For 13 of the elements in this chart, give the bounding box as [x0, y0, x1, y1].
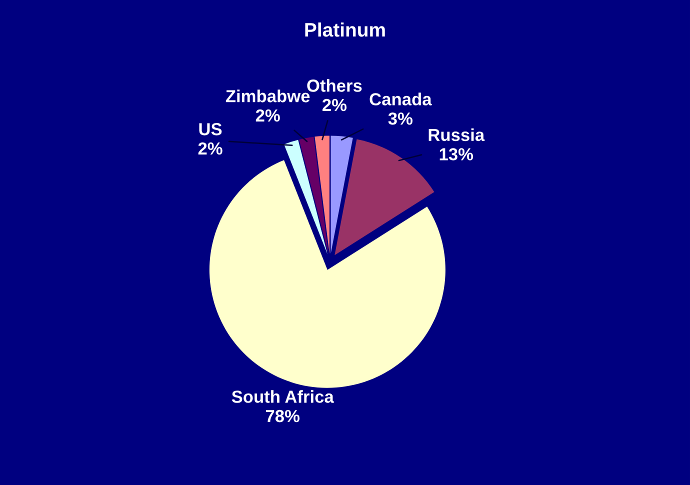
- data-label: 2%: [322, 98, 347, 112]
- slice-label: Russia: [428, 128, 485, 142]
- slice-label: Others: [307, 79, 362, 92]
- data-label: 3%: [388, 112, 412, 125]
- slice-label: South Africa: [232, 390, 334, 403]
- chart-title: Platinum: [305, 22, 385, 37]
- slice-label: US: [199, 123, 222, 136]
- slice-label: Canada: [370, 92, 432, 106]
- data-label: 78%: [266, 410, 300, 422]
- data-label: 2%: [256, 109, 280, 122]
- data-label: 2%: [198, 142, 222, 155]
- data-label: 13%: [440, 148, 474, 160]
- slice-label: Zimbabwe: [226, 90, 310, 102]
